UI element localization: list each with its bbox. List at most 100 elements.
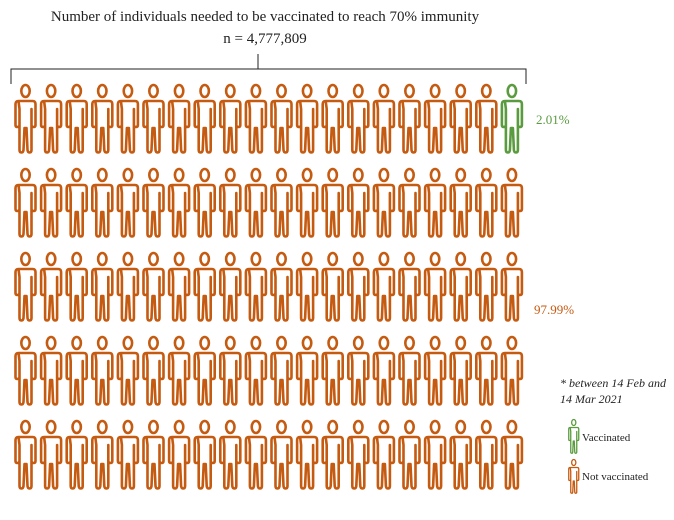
not-vaccinated-person-icon	[65, 167, 88, 238]
not-vaccinated-person-icon	[500, 251, 524, 322]
not-vaccinated-person-icon	[321, 83, 345, 154]
not-vaccinated-person-icon	[65, 335, 88, 406]
not-vaccinated-person-icon	[14, 167, 37, 238]
not-vaccinated-person-icon	[321, 251, 345, 322]
not-vaccinated-person-icon	[91, 335, 114, 406]
not-vaccinated-person-icon	[244, 167, 268, 238]
not-vaccinated-person-icon	[270, 251, 293, 322]
not-vaccinated-person-icon	[65, 83, 88, 154]
person-icon	[568, 458, 580, 494]
not-vaccinated-person-icon	[295, 335, 319, 406]
not-vaccinated-person-icon	[398, 335, 421, 406]
not-vaccinated-person-icon	[474, 167, 498, 238]
not-vaccinated-person-icon	[474, 335, 498, 406]
not-vaccinated-person-icon	[449, 83, 473, 154]
not-vaccinated-person-icon	[398, 167, 421, 238]
not-vaccinated-person-icon	[372, 251, 396, 322]
not-vaccinated-person-icon	[65, 419, 88, 490]
not-vaccinated-person-icon	[474, 419, 498, 490]
not-vaccinated-person-icon	[423, 251, 447, 322]
not-vaccinated-person-icon	[142, 335, 165, 406]
not-vaccinated-person-icon	[91, 251, 114, 322]
not-vaccinated-person-icon	[167, 167, 191, 238]
not-vaccinated-person-icon	[321, 419, 345, 490]
not-vaccinated-person-icon	[116, 83, 140, 154]
not-vaccinated-person-icon	[91, 419, 114, 490]
vaccinated-percent-label: 2.01%	[536, 112, 570, 127]
not-vaccinated-person-icon	[244, 251, 268, 322]
not-vaccinated-person-icon	[295, 167, 319, 238]
not-vaccinated-person-icon	[142, 251, 165, 322]
not-vaccinated-person-icon	[193, 167, 216, 238]
not-vaccinated-person-icon	[423, 335, 447, 406]
not-vaccinated-person-icon	[474, 83, 498, 154]
not-vaccinated-person-icon	[423, 83, 447, 154]
not-vaccinated-person-icon	[116, 167, 140, 238]
not-vaccinated-person-icon	[14, 335, 37, 406]
not-vaccinated-person-icon	[270, 335, 293, 406]
not-vaccinated-person-icon	[219, 83, 242, 154]
not-vaccinated-person-icon	[193, 335, 216, 406]
not-vaccinated-person-icon	[474, 251, 498, 322]
bracket-line	[10, 68, 527, 84]
not-vaccinated-person-icon	[372, 167, 396, 238]
not-vaccinated-person-icon	[372, 335, 396, 406]
not-vaccinated-person-icon	[39, 251, 63, 322]
not-vaccinated-person-icon	[65, 251, 88, 322]
not-vaccinated-person-icon	[270, 419, 293, 490]
not-vaccinated-person-icon	[321, 167, 345, 238]
not-vaccinated-person-icon	[116, 251, 140, 322]
not-vaccinated-person-icon	[500, 167, 524, 238]
not-vaccinated-person-icon	[14, 83, 37, 154]
not-vaccinated-person-icon	[142, 167, 165, 238]
not-vaccinated-person-icon	[346, 419, 370, 490]
vaccinated-person-icon	[568, 418, 580, 454]
not-vaccinated-person-icon	[398, 83, 421, 154]
not-vaccinated-person-icon	[449, 335, 473, 406]
not-vaccinated-person-icon	[219, 335, 242, 406]
not-vaccinated-person-icon	[398, 251, 421, 322]
not-vaccinated-person-icon	[39, 83, 63, 154]
not-vaccinated-person-icon	[14, 251, 37, 322]
not-vaccinated-person-icon	[167, 251, 191, 322]
not-vaccinated-person-icon	[91, 83, 114, 154]
not-vaccinated-person-icon	[449, 419, 473, 490]
not-vaccinated-person-icon	[193, 251, 216, 322]
not-vaccinated-person-icon	[500, 419, 524, 490]
not-vaccinated-person-icon	[244, 83, 268, 154]
not-vaccinated-person-icon	[449, 251, 473, 322]
not-vaccinated-person-icon	[116, 335, 140, 406]
not-vaccinated-person-icon	[193, 419, 216, 490]
not-vaccinated-person-icon	[321, 335, 345, 406]
not-vaccinated-person-icon	[346, 335, 370, 406]
not-vaccinated-person-icon	[91, 167, 114, 238]
not-vaccinated-person-icon	[116, 419, 140, 490]
person-icon	[568, 418, 580, 454]
not-vaccinated-person-icon	[346, 251, 370, 322]
not-vaccinated-person-icon	[219, 419, 242, 490]
bracket	[10, 54, 527, 84]
legend-label-vaccinated: Vaccinated	[582, 432, 631, 444]
not-vaccinated-person-icon	[244, 335, 268, 406]
not-vaccinated-person-icon	[295, 83, 319, 154]
not-vaccinated-person-icon	[142, 419, 165, 490]
not-vaccinated-person-icon	[423, 167, 447, 238]
not-vaccinated-person-icon	[39, 335, 63, 406]
not-vaccinated-person-icon	[167, 419, 191, 490]
person-icon-grid	[14, 83, 524, 490]
not-vaccinated-person-icon	[372, 419, 396, 490]
not-vaccinated-person-icon	[270, 83, 293, 154]
not-vaccinated-person-icon	[398, 419, 421, 490]
not-vaccinated-person-icon	[193, 83, 216, 154]
not-vaccinated-person-icon	[39, 167, 63, 238]
chart-subtitle: n = 4,777,809	[223, 31, 307, 47]
not-vaccinated-person-icon	[219, 167, 242, 238]
not-vaccinated-person-icon	[167, 335, 191, 406]
not-vaccinated-person-icon	[270, 167, 293, 238]
chart-title: Number of individuals needed to be vacci…	[50, 9, 480, 25]
legend-label-not-vaccinated: Not vaccinated	[582, 471, 649, 483]
not-vaccinated-person-icon	[295, 251, 319, 322]
not-vaccinated-person-icon	[295, 419, 319, 490]
not-vaccinated-percent-label: 97.99%	[534, 302, 575, 317]
